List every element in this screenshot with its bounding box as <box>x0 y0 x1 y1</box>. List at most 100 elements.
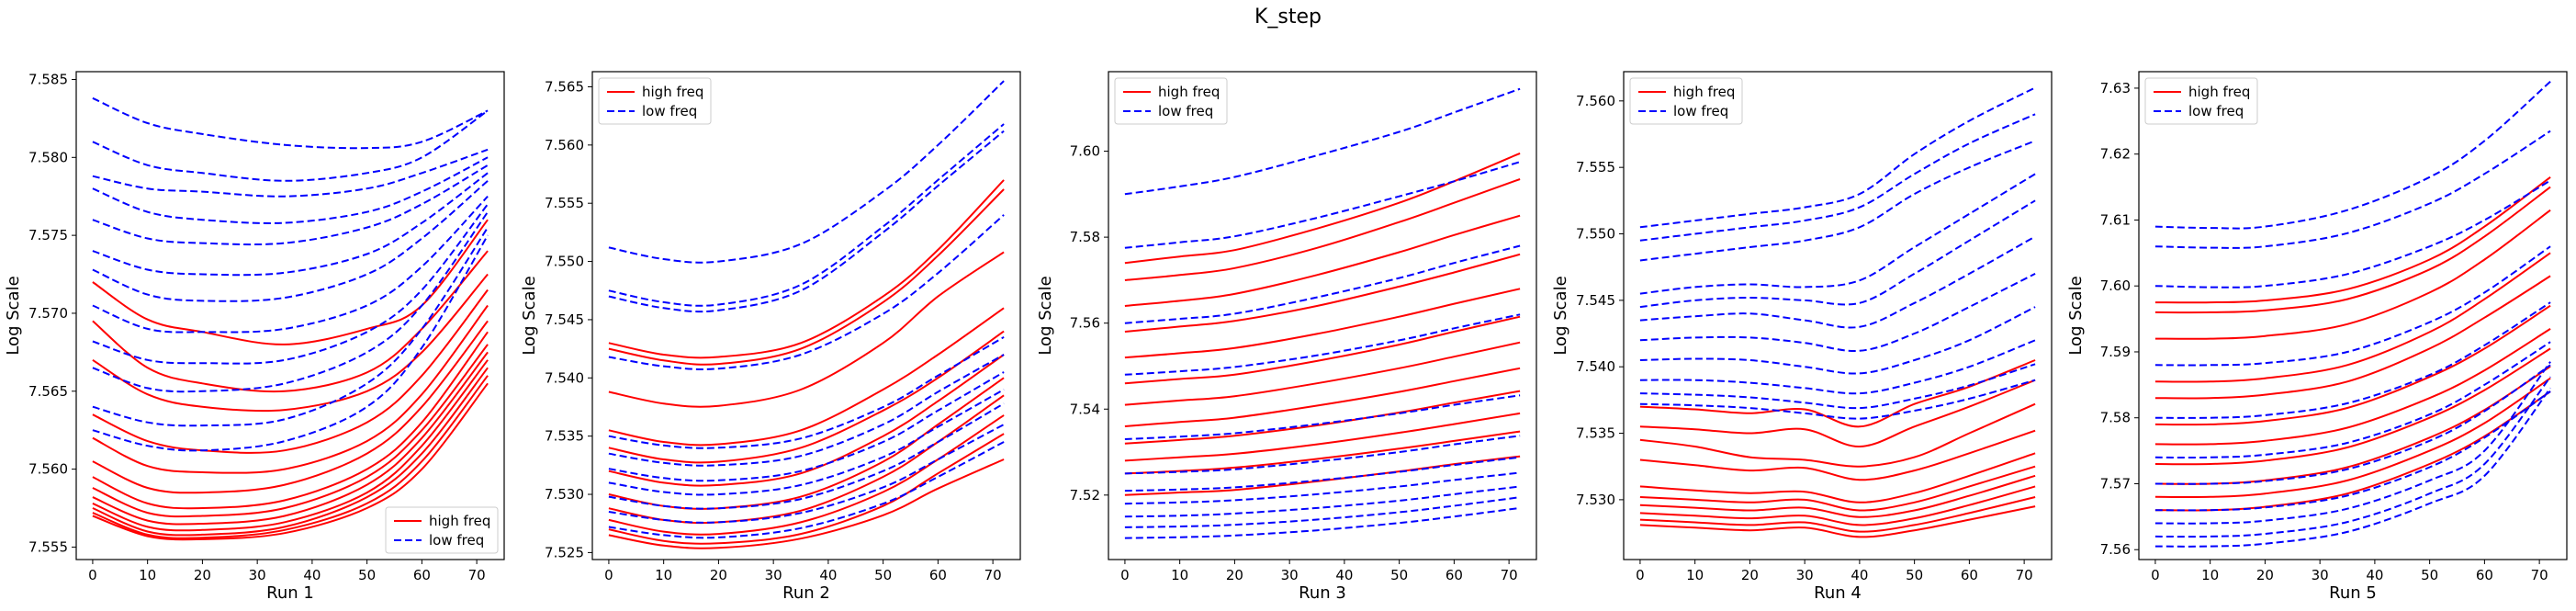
x-tick-label: 40 <box>1850 567 1868 583</box>
y-tick-label: 7.59 <box>2100 344 2131 360</box>
x-tick-label: 40 <box>2366 567 2383 583</box>
plot-area <box>92 96 489 541</box>
low-freq-line-2 <box>2154 130 2551 249</box>
y-tick-label: 7.56 <box>1070 315 1100 332</box>
low-freq-line-9 <box>2154 361 2551 525</box>
y-tick-label: 7.62 <box>2100 146 2131 163</box>
legend: high freq low freq <box>385 506 499 554</box>
high-freq-line-7 <box>92 331 489 510</box>
legend-box <box>385 506 499 554</box>
high-freq-line-10 <box>92 359 489 532</box>
plot-area <box>1124 87 1521 539</box>
low-freq-line-9 <box>608 402 1005 510</box>
low-freq-line-11 <box>1639 379 2036 420</box>
high-freq-line-10 <box>1639 505 2036 538</box>
low-freq-line-7 <box>92 180 489 302</box>
y-tick-label: 7.545 <box>1576 292 1615 309</box>
y-tick-label: 7.560 <box>545 137 584 153</box>
low-freq-line-5 <box>2154 301 2551 419</box>
x-tick-label: 20 <box>1741 567 1759 583</box>
axes-frame <box>75 71 505 560</box>
y-tick-label: 7.545 <box>545 311 584 328</box>
high-freq-line-2 <box>2154 186 2551 314</box>
low-freq-line-8 <box>2154 390 2551 512</box>
low-freq-line-8 <box>608 389 1005 496</box>
x-axis-label: Run 1 <box>266 583 314 603</box>
low-freq-line-12 <box>92 234 489 452</box>
x-tick-label: 70 <box>1501 567 1518 583</box>
low-freq-line-4 <box>1124 313 1521 376</box>
low-freq-line-5 <box>1124 394 1521 440</box>
low-freq-line-1 <box>1124 87 1521 196</box>
low-freq-line-1 <box>92 96 489 150</box>
legend-box <box>598 77 712 125</box>
x-tick-label: 30 <box>2312 567 2329 583</box>
low-freq-line-11 <box>608 441 1005 539</box>
high-freq-line-5 <box>1639 452 2036 504</box>
x-axis-label: Run 2 <box>782 583 830 603</box>
y-axis-label: Log Scale <box>520 276 539 355</box>
y-tick-label: 7.565 <box>28 383 68 400</box>
y-tick-label: 7.54 <box>1070 401 1100 417</box>
low-freq-line-10 <box>92 211 489 393</box>
y-tick-label: 7.60 <box>2100 277 2131 294</box>
high-freq-line-9 <box>1639 496 2036 533</box>
high-freq-line-1 <box>608 179 1005 359</box>
high-freq-line-6 <box>92 320 489 494</box>
high-freq-line-1 <box>2154 176 2551 304</box>
plot-area <box>2154 81 2551 548</box>
low-freq-line-9 <box>92 203 489 365</box>
legend-box <box>2144 77 2258 125</box>
high-freq-line-11 <box>2154 390 2551 512</box>
y-tick-label: 7.570 <box>28 305 68 322</box>
plot-area <box>608 80 1005 549</box>
low-freq-line-8 <box>92 196 489 334</box>
x-tick-label: 50 <box>358 567 376 583</box>
x-tick-label: 30 <box>1796 567 1814 583</box>
high-freq-line-8 <box>92 344 489 518</box>
y-tick-label: 7.540 <box>1576 358 1615 375</box>
low-freq-line-10 <box>1639 363 2036 410</box>
x-tick-label: 20 <box>1226 567 1243 583</box>
legend-entry-label: low freq <box>1673 103 1728 119</box>
x-tick-label: 50 <box>1390 567 1408 583</box>
x-tick-label: 40 <box>819 567 837 583</box>
y-tick-label: 7.530 <box>1576 492 1615 508</box>
legend-entry-label: high freq <box>1673 84 1735 100</box>
x-tick-label: 60 <box>1445 567 1463 583</box>
y-axis-label: Log Scale <box>1551 276 1570 355</box>
y-tick-label: 7.575 <box>28 227 68 243</box>
x-tick-label: 60 <box>929 567 947 583</box>
low-freq-line-6 <box>608 354 1005 467</box>
legend-entry-label: high freq <box>2188 84 2250 100</box>
high-freq-line-8 <box>1639 485 2036 526</box>
low-freq-line-11 <box>1124 506 1521 539</box>
x-tick-label: 0 <box>1120 567 1130 583</box>
plot-area <box>1639 86 2036 538</box>
legend: high freq low freq <box>2144 77 2258 125</box>
y-tick-label: 7.530 <box>545 486 584 503</box>
y-tick-label: 7.585 <box>28 71 68 87</box>
high-freq-line-5 <box>608 330 1005 464</box>
x-tick-label: 0 <box>604 567 613 583</box>
y-tick-label: 7.58 <box>1070 229 1100 245</box>
low-freq-line-10 <box>2154 376 2551 538</box>
high-freq-line-9 <box>1124 390 1521 445</box>
x-tick-label: 0 <box>2151 567 2160 583</box>
low-freq-line-8 <box>1124 471 1521 505</box>
axes-frame <box>2138 71 2568 560</box>
high-freq-line-4 <box>2154 252 2551 383</box>
low-freq-line-3 <box>608 130 1005 313</box>
high-freq-line-5 <box>92 304 489 474</box>
high-freq-line-3 <box>92 273 489 413</box>
high-freq-line-4 <box>92 289 489 454</box>
low-freq-line-7 <box>608 371 1005 482</box>
x-tick-label: 10 <box>139 567 156 583</box>
x-tick-label: 10 <box>1171 567 1188 583</box>
x-tick-label: 60 <box>413 567 431 583</box>
high-freq-line-3 <box>1639 402 2036 468</box>
y-tick-label: 7.535 <box>545 428 584 445</box>
low-freq-line-2 <box>1639 113 2036 242</box>
high-freq-line-8 <box>2154 347 2551 466</box>
x-tick-label: 50 <box>2421 567 2438 583</box>
